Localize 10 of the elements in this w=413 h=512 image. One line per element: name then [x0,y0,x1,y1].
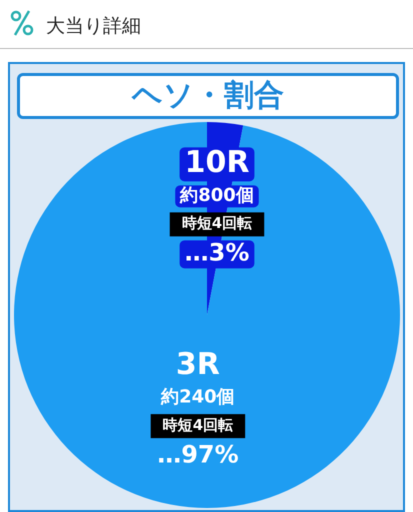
slice-label: 3R [176,346,220,382]
slice-label: 10R [184,145,250,180]
data-label: …3% [184,238,250,267]
text: 時短4回転 [162,416,234,434]
text: 約800個 [180,184,254,206]
text: 約240個 [161,386,235,408]
chart-subtitle: ヘソ・割合 [17,73,399,119]
chart-title: 大当り詳細 [46,14,141,39]
data-label: …97% [157,440,239,468]
text: 時短4回転 [182,214,252,232]
